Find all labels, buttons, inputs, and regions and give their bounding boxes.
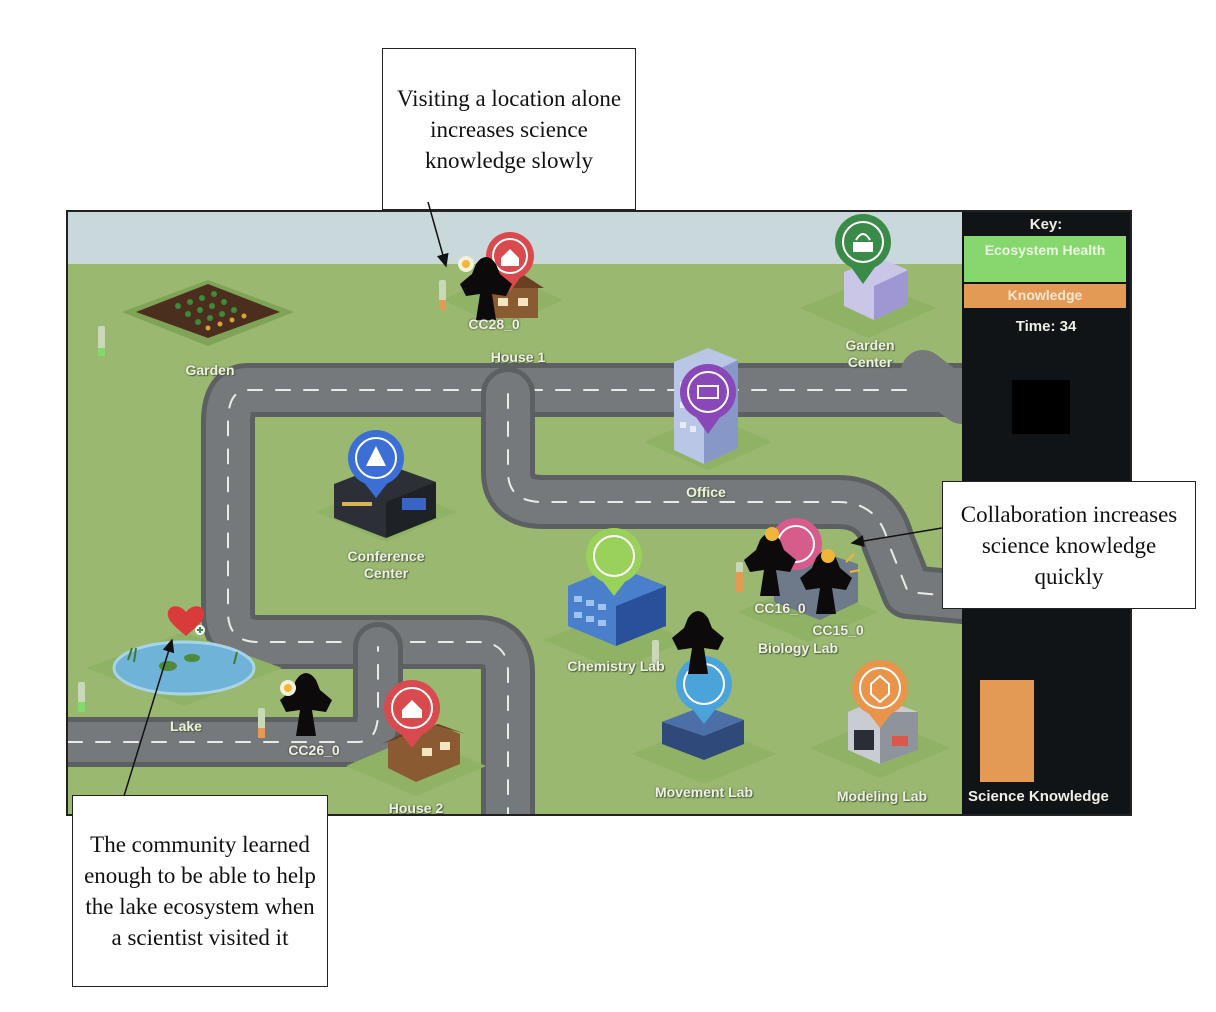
location-label-lake: Lake (170, 718, 202, 734)
agent-label-cc26: CC26_0 (288, 742, 340, 758)
agent-cc16-icon[interactable] (744, 527, 796, 596)
callout-lake-help-text: The community learned enough to be able … (84, 832, 316, 950)
agent-unlabeled-icon[interactable] (672, 611, 724, 674)
location-label-movement-lab: Movement Lab (654, 784, 753, 800)
chemistry-lab-pin (586, 528, 642, 596)
science-knowledge-label: Science Knowledge (968, 788, 1109, 805)
location-label-office: Office (686, 484, 726, 500)
location-label-garden-center: Garden Center (845, 337, 895, 370)
office-pin (680, 364, 736, 434)
location-label-house1: House 1 (490, 349, 546, 365)
agent-cc15-icon[interactable] (800, 549, 861, 614)
house2-building[interactable] (346, 722, 486, 796)
agent-cc28-icon[interactable] (458, 256, 512, 320)
science-knowledge-bar (980, 680, 1034, 782)
house2-pin (384, 680, 440, 748)
modeling-lab-building[interactable] (810, 698, 950, 778)
time-readout: Time: 34 (1015, 318, 1077, 335)
key-ecosystem-health: Ecosystem Health (964, 236, 1126, 282)
key-knowledge: Knowledge (964, 284, 1126, 308)
location-label-house2: House 2 (388, 800, 444, 816)
location-label-conference-center: Conference Center (347, 548, 425, 581)
agent-label-cc15: CC15_0 (812, 622, 864, 638)
conference-center-pin (348, 430, 404, 498)
conference-center-building[interactable] (316, 464, 456, 542)
ecosystem-health-meter (1012, 380, 1070, 434)
location-label-modeling-lab: Modeling Lab (836, 788, 928, 804)
key-title: Key: (1029, 216, 1063, 233)
agent-label-cc16: CC16_0 (754, 600, 806, 616)
lake-health-heart-icon (167, 606, 205, 636)
key-knowledge-label: Knowledge (1007, 287, 1083, 303)
callout-visit-alone: Visiting a location alone increases scie… (382, 48, 636, 210)
callout-lake-help: The community learned enough to be able … (72, 795, 328, 987)
agent-cc26-icon[interactable] (280, 673, 332, 736)
agent-label-cc28: CC28_0 (468, 316, 520, 332)
modeling-lab-pin (852, 660, 908, 728)
location-label-chemistry-lab: Chemistry Lab (567, 658, 665, 674)
callout-collaboration-text: Collaboration increases science knowledg… (960, 501, 1178, 589)
location-meters (78, 280, 743, 738)
garden-center-pin (835, 214, 891, 284)
garden-building[interactable] (122, 280, 294, 346)
callout-collaboration: Collaboration increases science knowledg… (942, 481, 1196, 609)
location-label-biology-lab: Biology Lab (757, 640, 839, 656)
town-map (68, 212, 962, 814)
location-label-garden: Garden (185, 362, 235, 378)
key-ecosystem-health-label: Ecosystem Health (984, 242, 1106, 258)
callout-visit-alone-text: Visiting a location alone increases scie… (396, 85, 622, 173)
